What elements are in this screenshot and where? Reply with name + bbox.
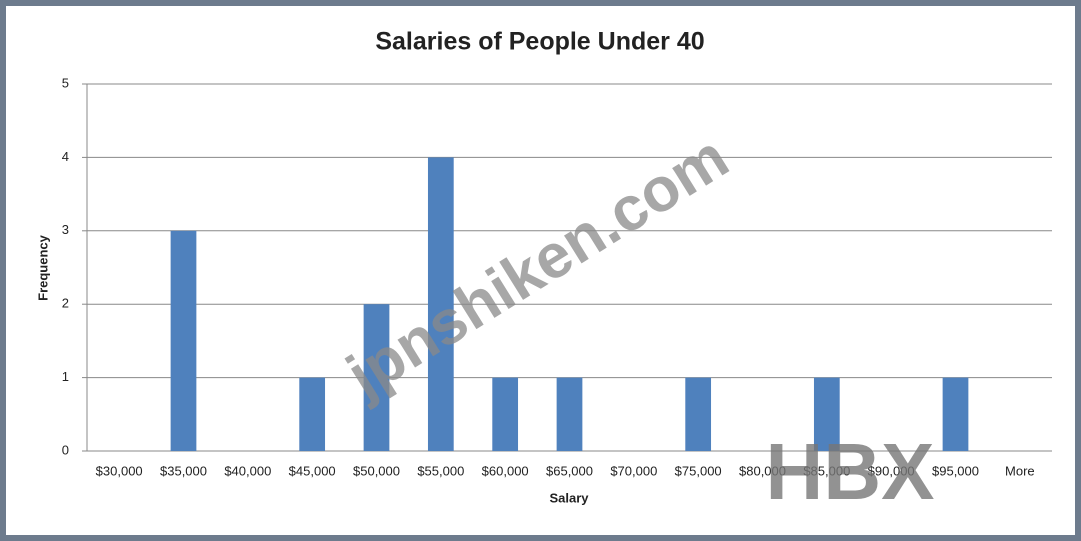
bar xyxy=(363,304,390,451)
y-tick-label: 5 xyxy=(62,75,69,90)
x-tick-label: $65,000 xyxy=(546,463,593,478)
x-tick-label: $45,000 xyxy=(289,463,336,478)
y-tick-label: 2 xyxy=(62,296,69,311)
x-tick-label: $30,000 xyxy=(96,463,143,478)
y-tick-label: 4 xyxy=(62,149,69,164)
y-tick-label: 3 xyxy=(62,222,69,237)
chart-title: Salaries of People Under 40 xyxy=(375,28,704,56)
x-tick-label: $50,000 xyxy=(353,463,400,478)
bar xyxy=(685,377,712,451)
y-axis-label: Frequency xyxy=(35,234,50,301)
x-tick-label: $60,000 xyxy=(482,463,529,478)
x-axis-label: Salary xyxy=(549,490,589,505)
bar xyxy=(942,377,969,451)
plot-area: 0 1 2 3 4 5 $30,000 $35,000 $40,000 $45,000 $50,00… xyxy=(62,75,1052,478)
bar xyxy=(556,377,583,451)
x-tick-label: $55,000 xyxy=(417,463,464,478)
x-tick-label: $40,000 xyxy=(224,463,271,478)
x-tick-label: $35,000 xyxy=(160,463,207,478)
x-tick-label: $70,000 xyxy=(610,463,657,478)
x-tick-label: $85,000 xyxy=(803,463,850,478)
x-tick-label: $75,000 xyxy=(675,463,722,478)
bar xyxy=(299,377,326,451)
watermark: HBX xyxy=(766,427,935,516)
x-tick-label: $80,000 xyxy=(739,463,786,478)
bar xyxy=(813,377,840,451)
bar xyxy=(492,377,519,451)
x-tick-label: More xyxy=(1005,463,1035,478)
bar xyxy=(170,230,197,451)
y-tick-label: 0 xyxy=(62,442,69,457)
x-tick-label: $95,000 xyxy=(932,463,979,478)
x-tick-label: $90,000 xyxy=(868,463,915,478)
y-tick-label: 1 xyxy=(62,369,69,384)
bar xyxy=(427,157,454,451)
